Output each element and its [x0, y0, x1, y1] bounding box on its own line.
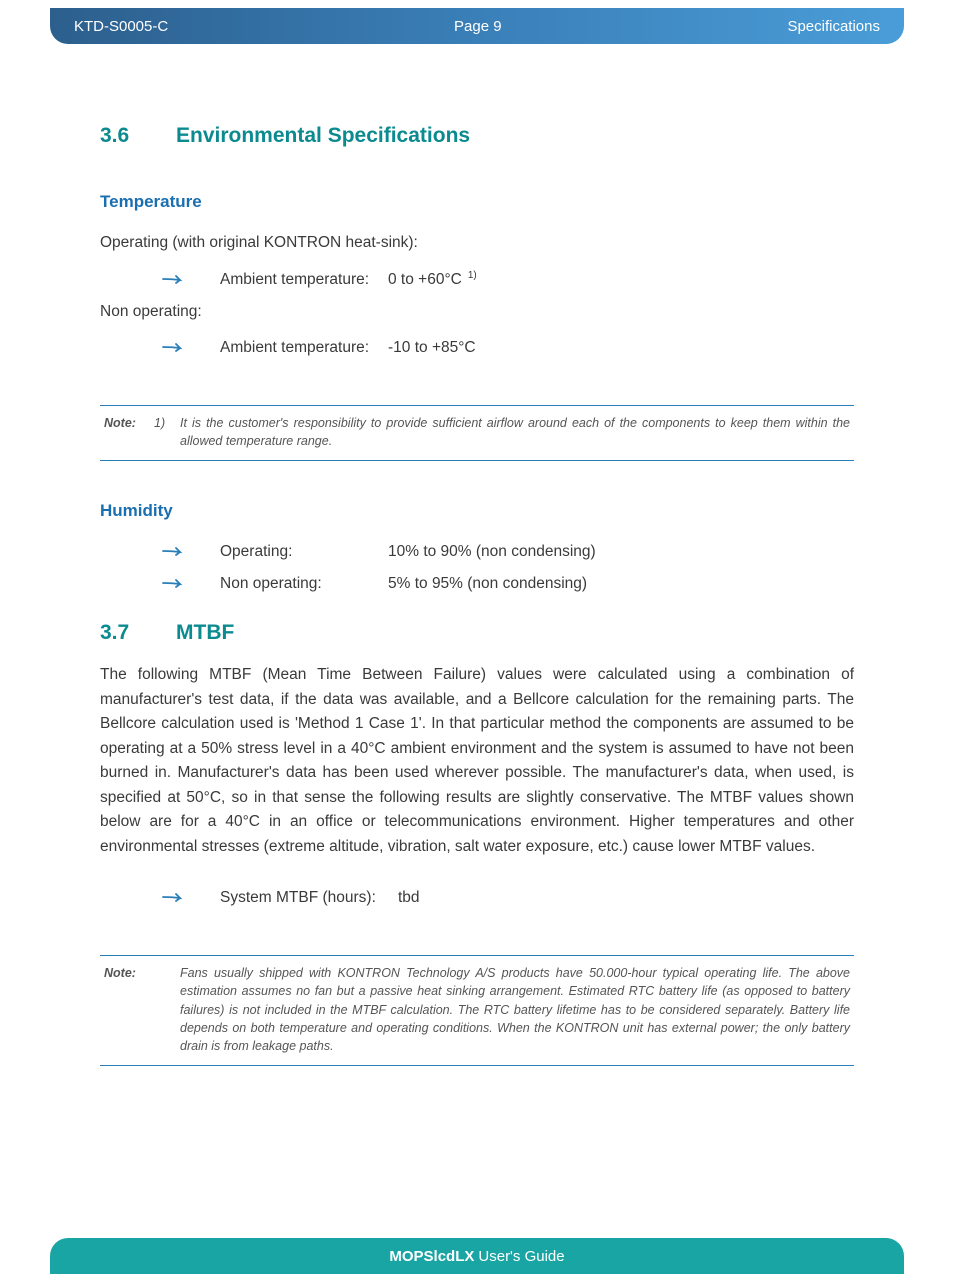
section-heading-3-6: 3.6 Environmental Specifications — [100, 124, 854, 148]
note-label: Note: — [100, 964, 154, 1055]
chapter-title: Specifications — [787, 18, 880, 35]
arrow-icon — [162, 889, 220, 907]
note-number — [154, 964, 180, 1055]
bullet-value: 10% to 90% (non condensing) — [388, 543, 596, 561]
note-block-1: Note: 1) It is the customer's responsibi… — [100, 405, 854, 461]
doc-id: KTD-S0005-C — [74, 18, 168, 35]
section-number: 3.7 — [100, 621, 176, 645]
mtbf-paragraph: The following MTBF (Mean Time Between Fa… — [100, 663, 854, 859]
bullet-value: 5% to 95% (non condensing) — [388, 575, 587, 593]
subheading-humidity: Humidity — [100, 501, 854, 521]
page-header: KTD-S0005-C Page 9 Specifications — [50, 8, 904, 44]
bullet-label: Non operating: — [220, 575, 388, 593]
bullet-humidity-operating: Operating: 10% to 90% (non condensing) — [100, 543, 854, 561]
arrow-icon — [162, 339, 220, 357]
bullet-value: 0 to +60°C1) — [388, 270, 477, 289]
section-number: 3.6 — [100, 124, 176, 148]
note-text: It is the customer's responsibility to p… — [180, 414, 854, 450]
bullet-value: -10 to +85°C — [388, 339, 476, 357]
page-footer: MOPSlcdLX User's Guide — [50, 1238, 904, 1274]
section-heading-3-7: 3.7 MTBF — [100, 621, 854, 645]
arrow-icon — [162, 575, 220, 593]
bullet-label: System MTBF (hours): — [220, 889, 398, 907]
arrow-icon — [162, 543, 220, 561]
temp-nonoperating-line: Non operating: — [100, 303, 854, 321]
subheading-temperature: Temperature — [100, 192, 854, 212]
note-text: Fans usually shipped with KONTRON Techno… — [180, 964, 854, 1055]
bullet-label: Ambient temperature: — [220, 271, 388, 289]
bullet-temp-operating: Ambient temperature: 0 to +60°C1) — [100, 270, 854, 289]
bullet-label: Ambient temperature: — [220, 339, 388, 357]
bullet-value: tbd — [398, 889, 420, 907]
temp-operating-line: Operating (with original KONTRON heat-si… — [100, 234, 854, 252]
page-number: Page 9 — [454, 18, 502, 35]
footer-subtitle: User's Guide — [478, 1248, 564, 1265]
bullet-mtbf: System MTBF (hours): tbd — [100, 889, 854, 907]
section-title: Environmental Specifications — [176, 124, 470, 148]
bullet-humidity-nonoperating: Non operating: 5% to 95% (non condensing… — [100, 575, 854, 593]
bullet-label: Operating: — [220, 543, 388, 561]
page-content: 3.6 Environmental Specifications Tempera… — [0, 44, 954, 1066]
note-block-2: Note: Fans usually shipped with KONTRON … — [100, 955, 854, 1066]
bullet-temp-nonoperating: Ambient temperature: -10 to +85°C — [100, 339, 854, 357]
note-number: 1) — [154, 414, 180, 450]
arrow-icon — [162, 271, 220, 289]
section-title: MTBF — [176, 621, 234, 645]
note-label: Note: — [100, 414, 154, 450]
footer-product: MOPSlcdLX — [389, 1248, 474, 1265]
